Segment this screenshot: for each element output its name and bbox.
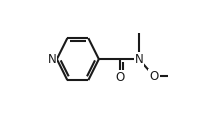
Text: N: N [48,53,56,66]
Text: O: O [149,70,159,83]
Text: O: O [115,71,125,84]
Text: N: N [134,53,143,66]
